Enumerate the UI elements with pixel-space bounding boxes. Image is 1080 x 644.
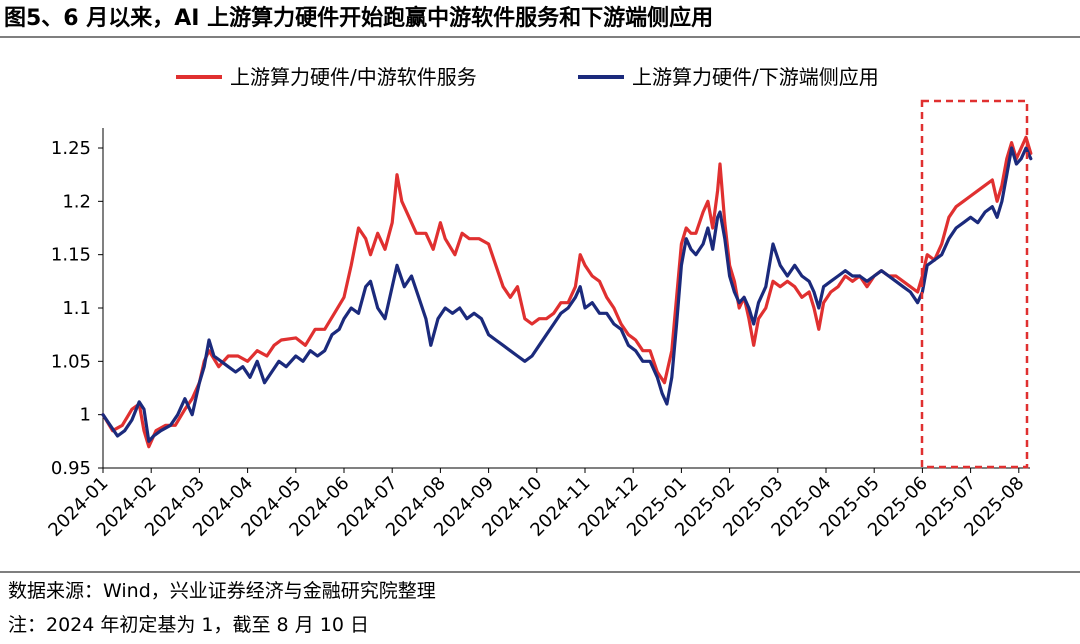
y-tick-label: 1 xyxy=(80,405,91,426)
title-divider xyxy=(0,36,1080,38)
data-source: 数据来源：Wind，兴业证券经济与金融研究院整理 xyxy=(8,580,436,602)
legend-label-red: 上游算力硬件/中游软件服务 xyxy=(230,65,477,89)
y-tick-label: 1.15 xyxy=(51,245,91,266)
chart-axes: 0.9511.051.11.151.21.252024-012024-02202… xyxy=(44,128,1030,541)
chart-legend: 上游算力硬件/中游软件服务 上游算力硬件/下游端侧应用 xyxy=(176,65,879,89)
footnote: 注：2024 年初定基为 1，截至 8 月 10 日 xyxy=(8,614,369,636)
y-tick-label: 1.05 xyxy=(51,351,91,372)
figure-title: 图5、6 月以来，AI 上游算力硬件开始跑赢中游软件服务和下游端侧应用 xyxy=(4,6,714,31)
chart-series xyxy=(101,135,1033,449)
legend-label-navy: 上游算力硬件/下游端侧应用 xyxy=(632,65,879,89)
footer-divider xyxy=(0,571,1080,573)
y-tick-label: 1.1 xyxy=(62,298,91,319)
series-line-red xyxy=(101,135,1033,449)
line-chart: 上游算力硬件/中游软件服务 上游算力硬件/下游端侧应用 0.95 1 1.05 1.1… xyxy=(44,65,1033,541)
highlight-box-group xyxy=(920,99,1029,469)
y-tick-label: 0.95 xyxy=(51,458,91,479)
y-tick-label: 1.2 xyxy=(62,191,91,212)
series-line-navy xyxy=(101,146,1033,443)
highlight-box xyxy=(920,99,1029,469)
y-tick-label: 1.25 xyxy=(51,138,91,159)
